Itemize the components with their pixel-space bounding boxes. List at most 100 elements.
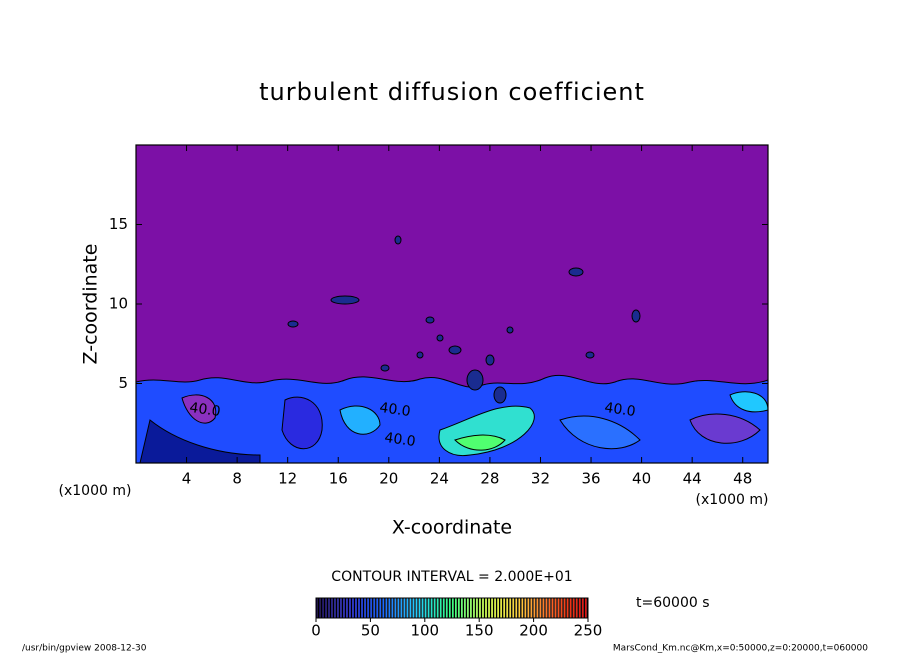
colorbar-swatch [373, 598, 376, 618]
colorbar-gap [429, 598, 431, 618]
colorbar-swatch [358, 598, 360, 618]
colorbar-gap [568, 598, 570, 618]
colorbar-gap [586, 598, 588, 618]
colorbar-swatch [439, 598, 442, 618]
colorbar-swatch [524, 598, 527, 618]
colorbar-gap [420, 598, 422, 618]
colorbar-swatch [424, 598, 427, 618]
colorbar-gap [372, 598, 374, 618]
colorbar-gap [580, 598, 582, 618]
colorbar-gap [338, 598, 341, 618]
colorbar-swatch [506, 598, 509, 618]
colorbar-gap [329, 598, 332, 618]
colorbar-gap [375, 598, 377, 618]
colorbar-gap [450, 598, 452, 618]
x-tick-label: 16 [329, 470, 348, 488]
colorbar-swatch [379, 598, 382, 618]
colorbar-gap [486, 598, 489, 618]
colorbar-gap [541, 598, 543, 618]
colorbar-gap [511, 598, 513, 618]
colorbar-gap [381, 598, 383, 618]
colorbar-swatch [361, 598, 363, 618]
colorbar-swatch [521, 598, 524, 618]
colorbar-gap [477, 598, 480, 618]
turbulent-field [136, 235, 768, 463]
x-tick-label: 20 [379, 470, 398, 488]
colorbar-swatch [385, 598, 388, 618]
colorbar-gap [350, 598, 353, 618]
x-tick-label: 32 [531, 470, 550, 488]
colorbar-swatch [415, 598, 418, 618]
colorbar-swatch [536, 598, 539, 618]
colorbar-gap [502, 598, 504, 618]
x-unit: (x1000 m) [696, 492, 769, 508]
colorbar-gap [362, 598, 365, 618]
colorbar-gap [468, 598, 471, 618]
footer-left: /usr/bin/gpview 2008-12-30 [22, 644, 147, 654]
colorbar-gap [459, 598, 462, 618]
colorbar-swatch [445, 598, 448, 618]
colorbar-gap [426, 598, 428, 618]
x-tick-label: 40 [632, 470, 651, 488]
colorbar-gap [492, 598, 495, 618]
colorbar-gap [453, 598, 456, 618]
colorbar-gap [565, 598, 567, 618]
time-label: t=60000 s [636, 595, 710, 611]
colorbar-gap [495, 598, 498, 618]
colorbar-swatch [533, 598, 536, 618]
colorbar-gap [441, 598, 443, 618]
colorbar-gap [347, 598, 350, 618]
colorbar-gap [423, 598, 425, 618]
colorbar-swatch [515, 598, 518, 618]
colorbar-gap [556, 598, 558, 618]
colorbar-gap [577, 598, 579, 618]
colorbar-gap [408, 598, 410, 618]
colorbar-swatch [476, 598, 478, 618]
colorbar-gap [474, 598, 477, 618]
colorbar-gap [414, 598, 416, 618]
colorbar-gap [344, 598, 347, 618]
colorbar-gap [462, 598, 465, 618]
colorbar-swatch [367, 598, 370, 618]
colorbar-gap [384, 598, 386, 618]
colorbar-gap [544, 598, 546, 618]
colorbar-swatch [412, 598, 415, 618]
colorbar-swatch [388, 598, 391, 618]
contour-label: 40.0 [383, 430, 416, 450]
colorbar-gap [559, 598, 561, 618]
colorbar-gap [535, 598, 537, 618]
colorbar-swatch [548, 598, 551, 618]
colorbar-gap [583, 598, 585, 618]
footer-right: MarsCond_Km.nc@Km,x=0:50000,z=0:20000,t=… [613, 644, 868, 654]
colorbar-gap [523, 598, 525, 618]
colorbar-swatch [584, 598, 587, 618]
colorbar-gap [562, 598, 564, 618]
colorbar-gap [456, 598, 459, 618]
colorbar-swatch [394, 598, 397, 618]
colorbar-swatch [491, 598, 493, 618]
colorbar-swatch [497, 598, 499, 618]
colorbar-swatch [461, 598, 463, 618]
colorbar-gap [317, 598, 320, 618]
colorbar-gap [366, 598, 368, 618]
colorbar-gap [326, 598, 329, 618]
contour-interval: CONTOUR INTERVAL = 2.000E+01 [331, 569, 572, 585]
colorbar-swatch [442, 598, 445, 618]
colorbar-gap [489, 598, 492, 618]
colorbar-gap [432, 598, 434, 618]
colorbar-swatch [331, 598, 333, 618]
y-tick-label: 10 [109, 295, 128, 313]
colorbar-gap [438, 598, 440, 618]
x-tick-label: 24 [430, 470, 449, 488]
colorbar-swatch [503, 598, 506, 618]
colorbar-swatch [349, 598, 351, 618]
colorbar-gap [480, 598, 483, 618]
colorbar-swatch [509, 598, 512, 618]
colorbar-gap [508, 598, 510, 618]
y-axis-label: Z-coordinate [80, 244, 102, 365]
colorbar-gap [498, 598, 501, 618]
colorbar-swatch [557, 598, 560, 618]
colorbar-gap [529, 598, 531, 618]
